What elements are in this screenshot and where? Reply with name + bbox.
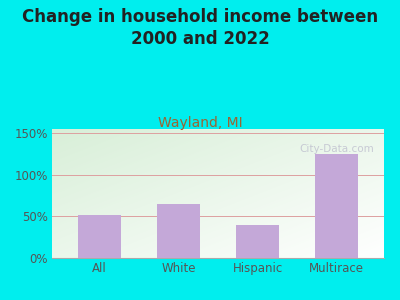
Bar	[236, 225, 279, 258]
Text: City-Data.com: City-Data.com	[299, 145, 374, 154]
Text: Wayland, MI: Wayland, MI	[158, 116, 242, 130]
Bar	[315, 154, 358, 258]
Bar	[157, 204, 200, 258]
Bar	[78, 215, 121, 258]
Text: Change in household income between
2000 and 2022: Change in household income between 2000 …	[22, 8, 378, 48]
